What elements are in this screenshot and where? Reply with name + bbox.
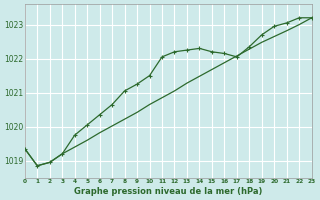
X-axis label: Graphe pression niveau de la mer (hPa): Graphe pression niveau de la mer (hPa) xyxy=(74,187,262,196)
